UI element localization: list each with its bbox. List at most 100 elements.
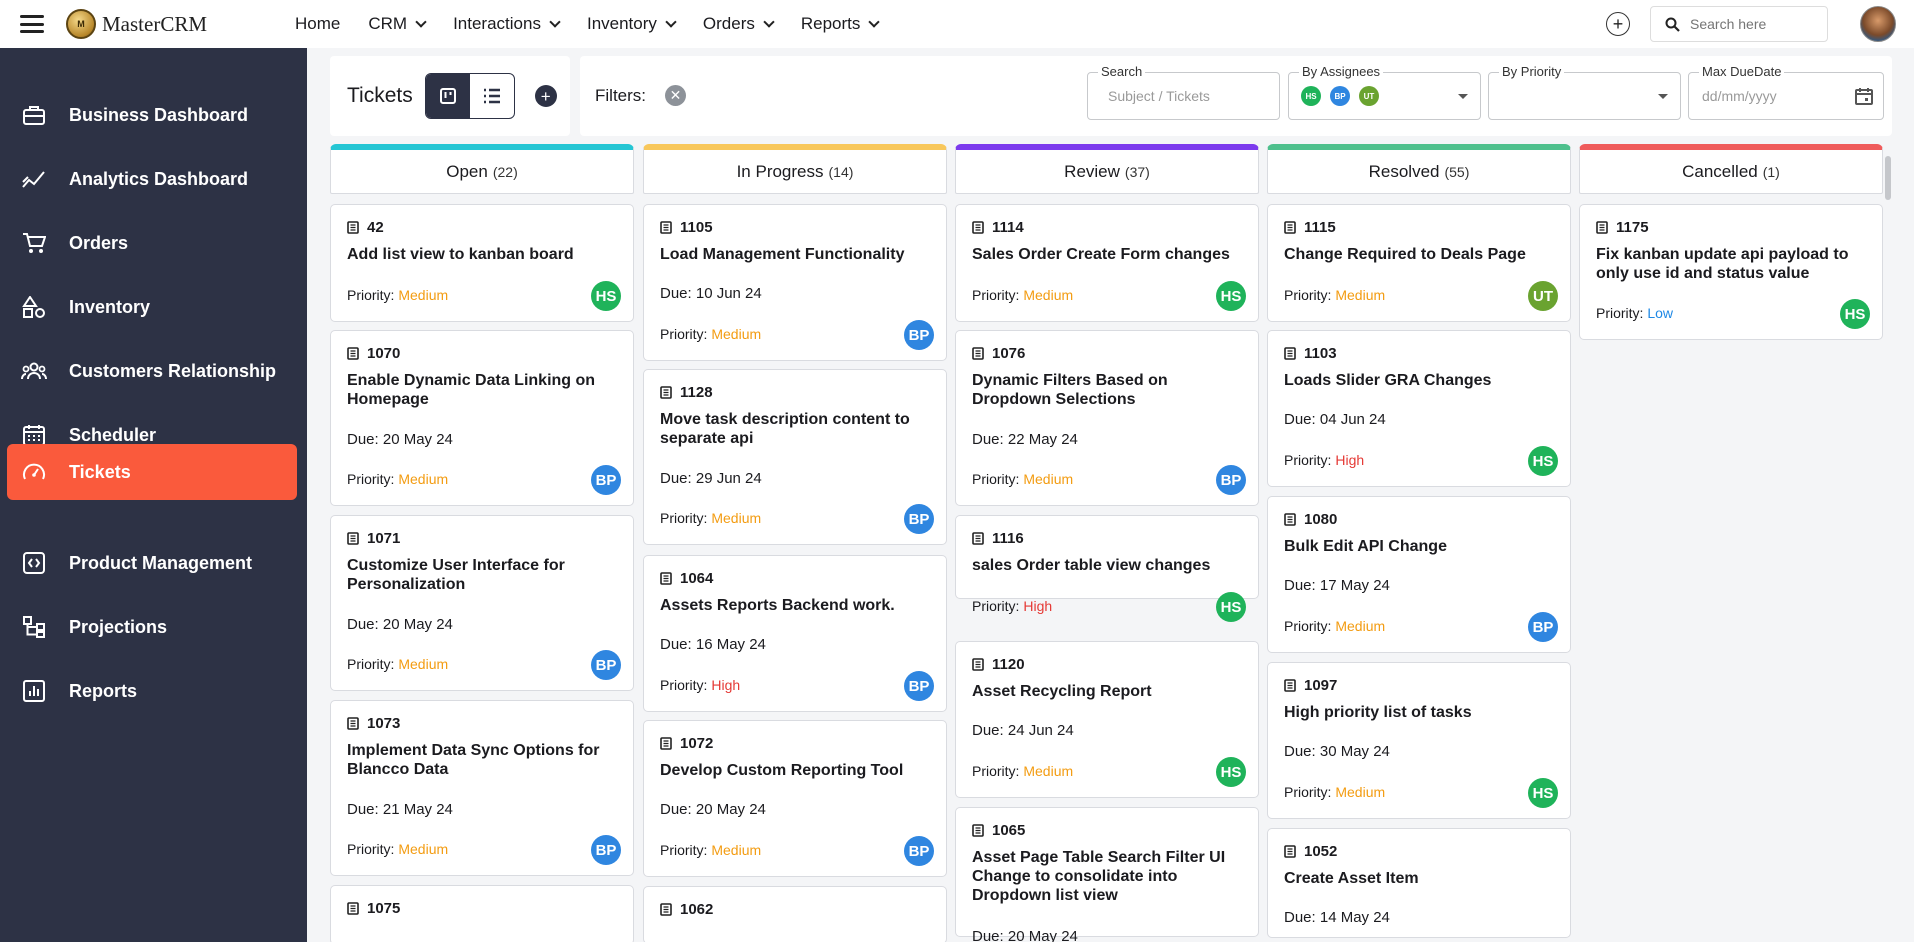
nav-crm[interactable]: CRM xyxy=(368,14,427,34)
ticket-card[interactable]: 1064 Assets Reports Backend work. Due: 16 … xyxy=(643,555,947,712)
ticket-card[interactable]: 1070 Enable Dynamic Data Linking on Homep… xyxy=(330,330,634,506)
clear-filters-icon[interactable]: ✕ xyxy=(665,85,686,106)
bar-report-icon xyxy=(21,678,47,704)
ticket-card[interactable]: 42 Add list view to kanban board Priority:… xyxy=(330,204,634,322)
add-ticket-button[interactable]: + xyxy=(534,85,557,107)
column-header[interactable]: Review (37) xyxy=(955,144,1259,194)
ticket-card[interactable]: 1072 Develop Custom Reporting Tool Due: 20… xyxy=(643,720,947,877)
assignee-avatar[interactable]: BP xyxy=(904,320,934,350)
ticket-card[interactable]: 1175 Fix kanban update api payload to onl… xyxy=(1579,204,1883,340)
assignee-avatar[interactable]: BP xyxy=(904,671,934,701)
assignee-avatar[interactable]: BP xyxy=(591,650,621,680)
priority-value: Medium xyxy=(398,287,449,303)
view-toggle xyxy=(424,73,515,119)
ticket-card[interactable]: 1103 Loads Slider GRA Changes Due: 04 Jun … xyxy=(1267,330,1571,487)
ticket-title: Enable Dynamic Data Linking on Homepage xyxy=(347,372,596,408)
nav-reports[interactable]: Reports xyxy=(800,14,881,34)
scrollbar-thumb[interactable] xyxy=(1885,156,1891,200)
search-input[interactable] xyxy=(1690,16,1820,32)
sidebar-item-business-dashboard[interactable]: Business Dashboard xyxy=(7,87,297,143)
board-scrollbar[interactable] xyxy=(1883,144,1893,934)
assignee-chip[interactable]: HS xyxy=(1301,86,1321,106)
ticket-card[interactable]: 1052 Create Asset Item Due: 14 May 24 xyxy=(1267,828,1571,938)
nav-orders[interactable]: Orders xyxy=(703,14,775,34)
assignee-avatar[interactable]: BP xyxy=(904,836,934,866)
column-header[interactable]: In Progress (14) xyxy=(643,144,947,194)
column-count: (14) xyxy=(828,163,854,180)
ticket-card[interactable]: 1071 Customize User Interface for Persona… xyxy=(330,515,634,691)
assignee-avatar[interactable]: BP xyxy=(1528,612,1558,642)
nav-label: Home xyxy=(295,14,341,33)
assignee-avatar[interactable]: HS xyxy=(1528,446,1558,476)
ticket-priority: Priority: Medium xyxy=(972,287,1073,303)
priority-prefix: Priority: xyxy=(1284,452,1332,468)
sidebar-item-customers-relationship[interactable]: Customers Relationship xyxy=(7,343,297,399)
ticket-card[interactable]: 1120 Asset Recycling Report Due: 24 Jun 24… xyxy=(955,641,1259,798)
ticket-card[interactable]: 1075 xyxy=(330,885,634,942)
assignee-avatar[interactable]: HS xyxy=(591,281,621,311)
nav-interactions[interactable]: Interactions xyxy=(453,14,561,34)
ticket-card[interactable]: 1073 Implement Data Sync Options for Blan… xyxy=(330,700,634,876)
hamburger-menu-icon[interactable] xyxy=(20,15,44,33)
ticket-card[interactable]: 1076 Dynamic Filters Based on Dropdown Se… xyxy=(955,330,1259,506)
assignee-avatar[interactable]: HS xyxy=(1528,778,1558,808)
ticket-card[interactable]: 1097 High priority list of tasks Due: 30 M… xyxy=(1267,662,1571,819)
ticket-due-date: Due: 14 May 24 xyxy=(1284,909,1390,926)
sidebar-item-product-management[interactable]: Product Management xyxy=(7,535,297,591)
sidebar-item-projections[interactable]: Projections xyxy=(7,599,297,655)
nav-label: Reports xyxy=(800,14,861,33)
assignee-avatar[interactable]: HS xyxy=(1216,281,1246,311)
ticket-card[interactable]: 1116 sales Order table view changes Priori… xyxy=(955,515,1259,622)
field-label: By Assignees xyxy=(1299,64,1384,79)
priority-select[interactable]: By Priority xyxy=(1488,64,1681,120)
ticket-icon xyxy=(1284,513,1296,526)
assignee-avatar[interactable]: HS xyxy=(1840,299,1870,329)
sidebar-item-inventory[interactable]: Inventory xyxy=(7,279,297,335)
column-header[interactable]: Open (22) xyxy=(330,144,634,194)
max-duedate-field[interactable]: Max DueDate dd/mm/yyyy xyxy=(1688,64,1884,120)
sidebar-item-reports[interactable]: Reports xyxy=(7,663,297,719)
sidebar-item-tickets[interactable]: Tickets xyxy=(7,444,297,500)
ticket-card[interactable]: 1128 Move task description content to sep… xyxy=(643,369,947,545)
assignee-chip[interactable]: BP xyxy=(1330,86,1350,106)
calendar-icon[interactable] xyxy=(1855,87,1873,105)
ticket-card[interactable]: 1114 Sales Order Create Form changes Prior… xyxy=(955,204,1259,322)
column-open: Open (22) xyxy=(330,144,634,194)
global-search[interactable] xyxy=(1650,6,1828,42)
column-header[interactable]: Cancelled (1) xyxy=(1579,144,1883,194)
subject-search-field[interactable]: Search Subject / Tickets xyxy=(1087,64,1280,120)
ticket-id: 1115 xyxy=(1284,219,1336,236)
ticket-id: 1071 xyxy=(347,530,400,547)
assignee-chip[interactable]: UT xyxy=(1359,86,1379,106)
ticket-card[interactable]: 1080 Bulk Edit API Change Due: 17 May 24 Pr… xyxy=(1267,496,1571,653)
assignees-select[interactable]: By Assignees HS BP UT xyxy=(1288,64,1481,120)
assignee-avatar[interactable]: HS xyxy=(1216,757,1246,787)
ticket-id: 1105 xyxy=(660,219,713,236)
app-logo[interactable]: M MasterCRM xyxy=(66,9,207,39)
user-avatar[interactable] xyxy=(1860,6,1896,42)
nav-home[interactable]: Home xyxy=(295,14,340,34)
nav-inventory[interactable]: Inventory xyxy=(587,14,677,34)
field-placeholder: dd/mm/yyyy xyxy=(1702,88,1777,104)
assignee-avatar[interactable]: HS xyxy=(1216,592,1246,622)
ticket-card[interactable]: 1062 xyxy=(643,886,947,942)
sidebar-item-orders[interactable]: Orders xyxy=(7,215,297,271)
ticket-card[interactable]: 1105 Load Management Functionality Due: 10… xyxy=(643,204,947,361)
ticket-card[interactable]: 1115 Change Required to Deals Page Priorit… xyxy=(1267,204,1571,322)
assignee-avatar[interactable]: UT xyxy=(1528,281,1558,311)
ticket-card[interactable]: 1065 Asset Page Table Search Filter UI Ch… xyxy=(955,807,1259,942)
assignee-avatar[interactable]: BP xyxy=(591,465,621,495)
quick-add-icon[interactable]: + xyxy=(1606,12,1630,36)
assignee-avatar[interactable]: BP xyxy=(591,835,621,865)
column-header[interactable]: Resolved (55) xyxy=(1267,144,1571,194)
sidebar-item-analytics-dashboard[interactable]: Analytics Dashboard xyxy=(7,151,297,207)
ticket-title: Dynamic Filters Based on Dropdown Select… xyxy=(972,372,1168,408)
assignee-avatar[interactable]: BP xyxy=(1216,465,1246,495)
column-count: (55) xyxy=(1444,163,1470,180)
kanban-view-button[interactable] xyxy=(425,74,470,118)
ticket-icon xyxy=(1284,679,1296,692)
list-view-button[interactable] xyxy=(470,74,514,118)
sidebar: Business Dashboard Analytics Dashboard O… xyxy=(0,48,307,942)
assignee-avatar[interactable]: BP xyxy=(904,504,934,534)
sidebar-item-label: Customers Relationship xyxy=(69,360,277,381)
